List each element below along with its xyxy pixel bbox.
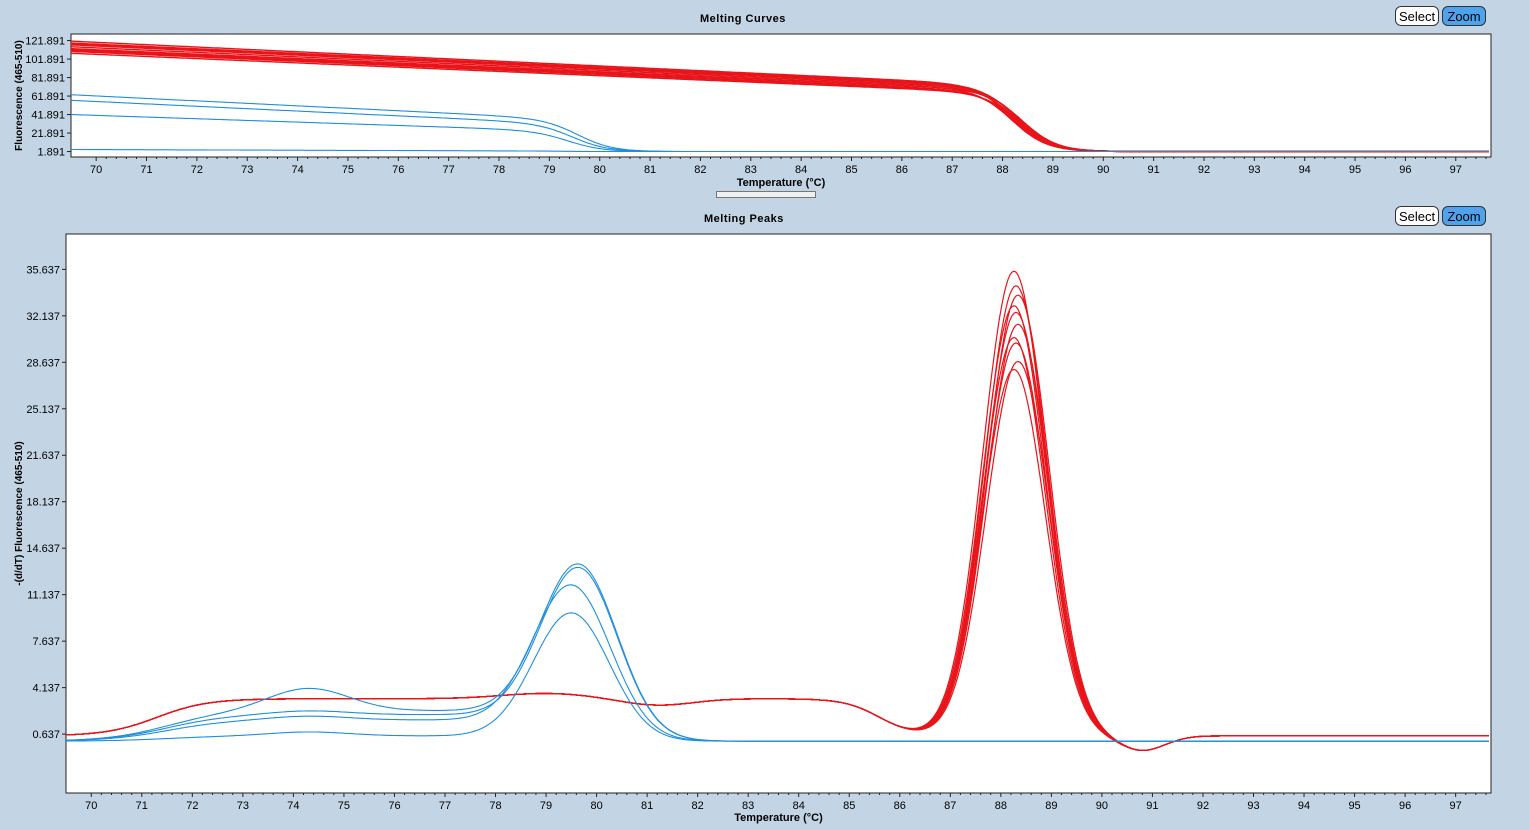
y-tick-label: 81.891 <box>31 73 65 85</box>
red-peak-series <box>66 368 1489 751</box>
x-tick-label: 76 <box>392 164 404 176</box>
x-tick-label: 93 <box>1248 164 1260 176</box>
x-tick-label: 72 <box>186 800 198 812</box>
peaks-title: Melting Peaks <box>704 213 784 225</box>
x-tick-label: 70 <box>85 800 97 812</box>
y-tick-label: 101.891 <box>25 54 65 66</box>
blue-curve-series <box>71 148 1489 153</box>
x-tick-label: 73 <box>237 800 249 812</box>
chart-1: 70 71 72 73 74 75 76 77 78 79 80 81 82 83 84 85 86 87 88 89… <box>14 233 1492 824</box>
x-tick-label: 77 <box>439 800 451 812</box>
x-tick-label: 84 <box>795 164 807 176</box>
x-tick-label: 97 <box>1450 164 1462 176</box>
x-tick-label: 87 <box>944 800 956 812</box>
x-tick-label: 92 <box>1197 800 1209 812</box>
x-tick-label: 83 <box>742 800 754 812</box>
x-tick-label: 78 <box>493 164 505 176</box>
x-tick-label: 93 <box>1247 800 1259 812</box>
y-tick-label: 32.137 <box>26 311 60 323</box>
x-tick-label: 90 <box>1096 800 1108 812</box>
x-tick-label: 86 <box>894 800 906 812</box>
x-tick-label: 86 <box>896 164 908 176</box>
x-tick-label: 85 <box>843 800 855 812</box>
x-tick-label: 95 <box>1348 800 1360 812</box>
x-tick-label: 96 <box>1399 164 1411 176</box>
curves-select-button[interactable]: Select <box>1395 6 1439 26</box>
x-tick-label: 82 <box>692 800 704 812</box>
x-tick-label: 71 <box>140 164 152 176</box>
x-tick-label: 76 <box>388 800 400 812</box>
x-tick-label: 79 <box>543 164 555 176</box>
x-tick-label: 91 <box>1147 164 1159 176</box>
y-tick-label: 7.637 <box>32 636 60 648</box>
x-tick-label: 89 <box>1047 164 1059 176</box>
x-tick-label: 71 <box>136 800 148 812</box>
plot-area <box>65 233 1492 794</box>
x-axis-label: Temperature (°C) <box>737 177 826 189</box>
x-tick-label: 74 <box>287 800 299 812</box>
x-tick-label: 92 <box>1198 164 1210 176</box>
x-tick-label: 95 <box>1349 164 1361 176</box>
x-tick-label: 94 <box>1299 164 1311 176</box>
x-tick-label: 73 <box>241 164 253 176</box>
x-tick-label: 77 <box>443 164 455 176</box>
x-tick-label: 91 <box>1146 800 1158 812</box>
y-tick-label: 25.137 <box>26 404 60 416</box>
series-layer <box>66 270 1489 752</box>
x-tick-label: 96 <box>1399 800 1411 812</box>
x-tick-label: 82 <box>694 164 706 176</box>
y-tick-label: 41.891 <box>31 110 65 122</box>
y-tick-label: 61.891 <box>31 91 65 103</box>
x-tick-label: 72 <box>191 164 203 176</box>
x-tick-label: 78 <box>489 800 501 812</box>
y-tick-label: 21.637 <box>26 450 60 462</box>
y-tick-label: 121.891 <box>25 36 65 48</box>
blue-peak-series <box>66 612 1489 742</box>
y-tick-label: 18.137 <box>26 497 60 509</box>
x-tick-label: 89 <box>1045 800 1057 812</box>
y-tick-label: 0.637 <box>32 729 60 741</box>
x-tick-label: 80 <box>594 164 606 176</box>
x-tick-label: 79 <box>540 800 552 812</box>
chart-0: 70 71 72 73 74 75 76 77 78 79 80 81 82 83 84 85 86 87 88 89… <box>14 33 1492 189</box>
x-tick-label: 87 <box>946 164 958 176</box>
x-tick-label: 81 <box>644 164 656 176</box>
y-tick-label: 35.637 <box>26 264 60 276</box>
x-tick-label: 83 <box>745 164 757 176</box>
x-tick-label: 75 <box>338 800 350 812</box>
x-tick-label: 80 <box>590 800 602 812</box>
panel-splitter-handle[interactable] <box>716 191 816 198</box>
x-tick-label: 81 <box>641 800 653 812</box>
series-layer <box>71 40 1489 153</box>
x-tick-label: 88 <box>996 164 1008 176</box>
x-tick-label: 75 <box>342 164 354 176</box>
y-tick-label: 11.137 <box>27 590 60 602</box>
x-tick-label: 85 <box>845 164 857 176</box>
x-tick-label: 90 <box>1097 164 1109 176</box>
peaks-select-button[interactable]: Select <box>1395 206 1439 226</box>
x-axis-label: Temperature (°C) <box>734 812 823 824</box>
y-tick-label: 4.137 <box>32 683 60 695</box>
y-axis-label: Fluorescence (465-510) <box>14 40 25 151</box>
x-tick-label: 88 <box>995 800 1007 812</box>
peaks-zoom-button[interactable]: Zoom <box>1442 206 1486 226</box>
x-tick-label: 97 <box>1450 800 1462 812</box>
y-axis-label: -(d/dT) Fluorescence (465-510) <box>14 441 25 585</box>
y-tick-label: 14.637 <box>26 543 60 555</box>
x-tick-label: 70 <box>90 164 102 176</box>
y-tick-label: 1.891 <box>37 147 65 159</box>
y-tick-label: 28.637 <box>26 357 60 369</box>
curves-title: Melting Curves <box>700 13 786 25</box>
x-tick-label: 94 <box>1298 800 1310 812</box>
curves-zoom-button[interactable]: Zoom <box>1442 6 1486 26</box>
y-tick-label: 21.891 <box>31 128 65 140</box>
x-tick-label: 84 <box>793 800 805 812</box>
x-tick-label: 74 <box>291 164 303 176</box>
